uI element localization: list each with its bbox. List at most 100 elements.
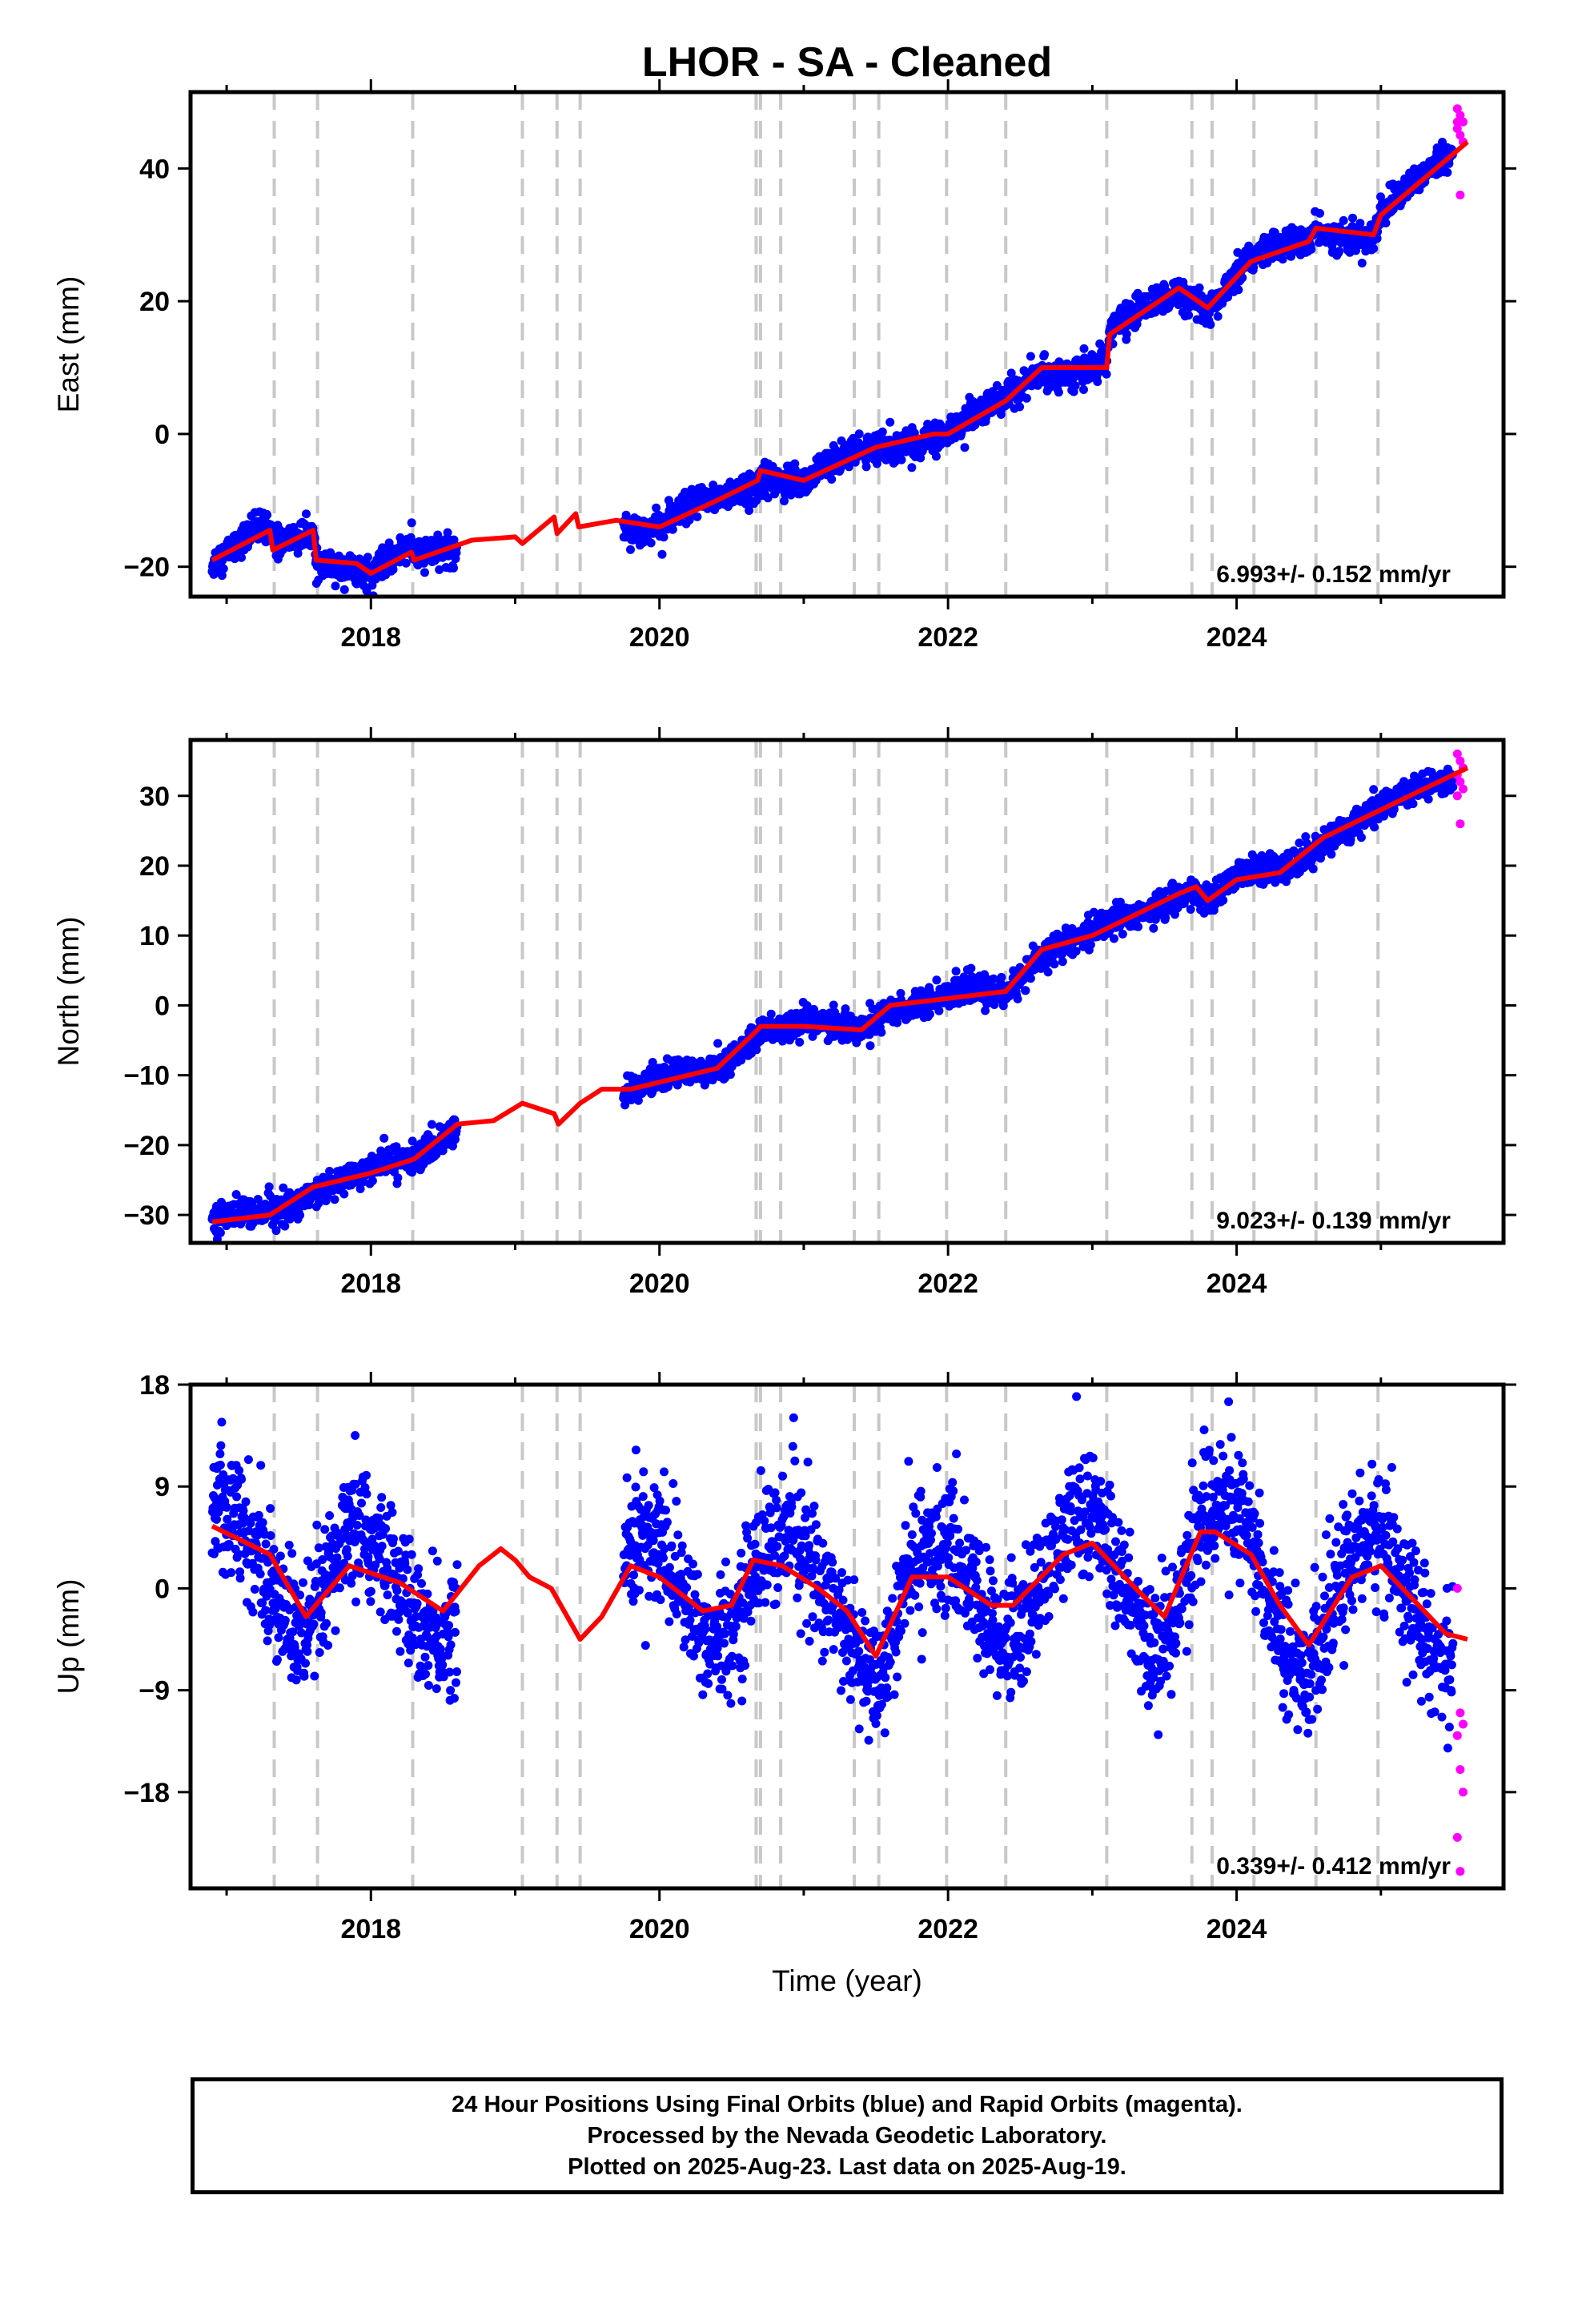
final-orbit-point — [253, 1195, 263, 1204]
final-orbit-point — [448, 1141, 457, 1151]
y-axis-label: East (mm) — [52, 276, 85, 413]
final-orbit-point — [934, 1006, 944, 1015]
final-orbit-point — [829, 1000, 838, 1010]
final-orbit-point — [854, 429, 864, 439]
final-orbit-point — [752, 1045, 761, 1055]
final-orbit-point — [1042, 959, 1051, 969]
final-orbit-point — [997, 972, 1006, 982]
final-orbit-point — [215, 1228, 225, 1237]
final-orbit-point — [1040, 350, 1050, 360]
final-orbit-point — [780, 497, 789, 506]
final-orbit-point — [802, 1001, 812, 1011]
final-orbit-point — [745, 506, 754, 515]
final-orbit-point — [427, 1120, 436, 1129]
rapid-orbit-point — [1456, 111, 1465, 120]
final-orbit-point — [1335, 247, 1344, 256]
final-orbit-point — [219, 564, 228, 573]
final-orbit-point — [713, 1039, 723, 1048]
final-orbit-point — [293, 549, 303, 558]
final-orbit-point — [897, 455, 906, 464]
final-orbit-point — [1233, 247, 1243, 257]
final-orbit-point — [1086, 940, 1095, 950]
final-orbit-point — [646, 538, 656, 548]
final-orbit-point — [668, 525, 677, 534]
final-orbit-point — [1357, 259, 1367, 267]
final-orbit-points — [207, 138, 1457, 597]
final-orbit-point — [1006, 368, 1016, 378]
final-orbit-points — [207, 764, 1458, 1243]
final-orbit-point — [237, 553, 246, 562]
final-orbit-point — [231, 1190, 241, 1199]
final-orbit-point — [1195, 283, 1204, 292]
final-orbit-point — [263, 510, 272, 520]
final-orbit-point — [1050, 959, 1059, 969]
plot-frame — [188, 90, 1506, 599]
final-orbit-point — [393, 1173, 403, 1183]
final-orbit-point — [1327, 850, 1336, 859]
final-orbit-point — [1443, 167, 1452, 177]
rapid-orbit-point — [1452, 117, 1462, 127]
final-orbit-point — [295, 1210, 305, 1220]
final-orbit-point — [435, 565, 444, 574]
final-orbit-point — [1122, 329, 1131, 339]
final-orbit-point — [408, 1136, 417, 1146]
final-orbit-point — [1339, 215, 1348, 225]
model-fit-line — [211, 139, 1469, 576]
final-orbit-point — [325, 1167, 335, 1176]
final-orbit-point — [989, 974, 998, 983]
rapid-orbit-point — [1456, 131, 1465, 140]
final-orbit-point — [331, 581, 340, 591]
final-orbit-point — [443, 528, 452, 537]
y-tick-label: 40 — [139, 154, 170, 184]
final-orbit-point — [652, 503, 661, 513]
final-orbit-point — [1134, 922, 1143, 931]
x-tick-label: 2020 — [629, 622, 690, 653]
final-orbit-point — [896, 988, 905, 998]
final-orbit-point — [763, 493, 773, 503]
final-orbit-point — [916, 453, 926, 463]
final-orbit-point — [271, 1226, 281, 1236]
final-orbit-point — [626, 545, 635, 554]
final-orbit-point — [367, 1176, 377, 1185]
final-orbit-point — [1249, 263, 1259, 272]
final-orbit-point — [885, 417, 895, 427]
final-orbit-point — [339, 585, 349, 594]
final-orbit-point — [795, 1037, 805, 1047]
final-orbit-point — [1295, 838, 1304, 848]
final-orbit-point — [1093, 377, 1102, 387]
final-orbit-point — [1223, 292, 1233, 302]
final-orbit-point — [1026, 352, 1035, 361]
chart-title: LHOR - SA - Cleaned — [642, 39, 1052, 86]
final-orbit-point — [659, 533, 669, 542]
final-orbit-point — [877, 1027, 886, 1037]
final-orbit-point — [657, 549, 667, 559]
final-orbit-point — [621, 510, 631, 520]
final-orbit-point — [401, 558, 411, 568]
final-orbit-point — [1089, 907, 1098, 917]
final-orbit-point — [1079, 344, 1089, 353]
final-orbit-point — [1315, 208, 1324, 218]
final-orbit-point — [966, 963, 976, 973]
x-tick-label: 2024 — [1207, 622, 1267, 653]
x-tick-label: 2022 — [917, 622, 978, 653]
final-orbit-point — [1021, 986, 1030, 995]
final-orbit-point — [362, 586, 371, 596]
final-orbit-point — [685, 515, 694, 525]
final-orbit-point — [981, 1006, 990, 1015]
x-axis-ticks: 2018 2020 2022 2024 — [225, 79, 1383, 653]
final-orbit-point — [1184, 311, 1194, 320]
final-orbit-point — [1058, 957, 1067, 967]
equipment-breaks — [272, 92, 1380, 597]
final-orbit-point — [420, 568, 429, 577]
final-orbit-point — [1118, 929, 1127, 939]
final-orbit-point — [1278, 255, 1287, 264]
final-orbit-point — [1213, 312, 1223, 321]
final-orbit-point — [693, 512, 702, 521]
x-tick-label: 2018 — [340, 622, 401, 653]
final-orbit-point — [926, 1009, 934, 1019]
final-orbit-point — [1348, 213, 1357, 223]
